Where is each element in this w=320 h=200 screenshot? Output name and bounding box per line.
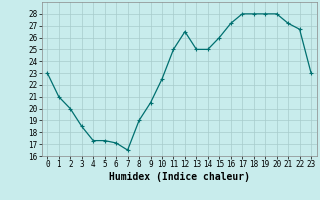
X-axis label: Humidex (Indice chaleur): Humidex (Indice chaleur): [109, 172, 250, 182]
